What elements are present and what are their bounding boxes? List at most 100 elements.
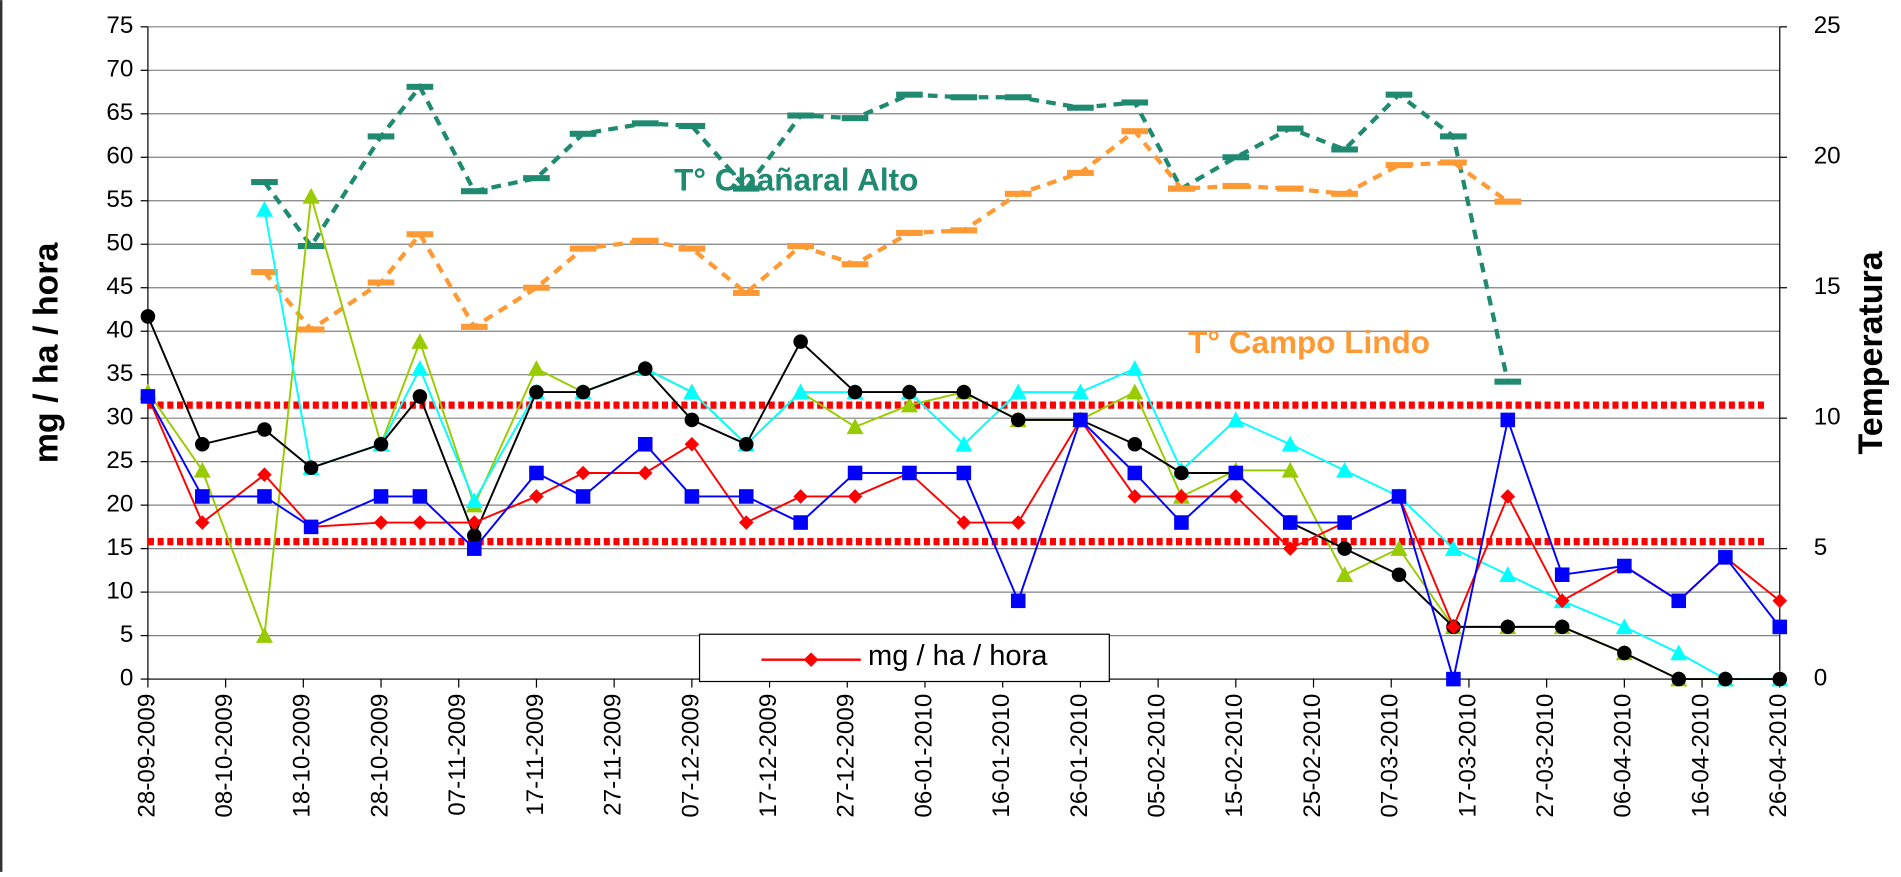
marker bbox=[1126, 383, 1144, 400]
marker bbox=[1772, 619, 1788, 635]
marker bbox=[251, 179, 278, 186]
y2-axis-label: Temperatura bbox=[1852, 250, 1890, 454]
y-tick-label: 55 bbox=[106, 186, 133, 213]
marker bbox=[1670, 644, 1688, 661]
y-tick-label: 70 bbox=[106, 56, 133, 83]
marker bbox=[575, 465, 591, 481]
marker bbox=[255, 627, 273, 643]
marker bbox=[1446, 619, 1461, 635]
marker bbox=[678, 122, 706, 129]
marker bbox=[255, 200, 273, 217]
marker bbox=[1336, 461, 1354, 478]
marker bbox=[297, 326, 325, 333]
marker bbox=[412, 489, 428, 504]
marker bbox=[1127, 465, 1143, 481]
marker bbox=[1718, 671, 1733, 687]
y-tick-label: 10 bbox=[106, 578, 133, 605]
marker bbox=[896, 91, 923, 98]
marker bbox=[195, 436, 210, 452]
marker bbox=[841, 115, 869, 122]
marker bbox=[411, 360, 429, 376]
marker bbox=[251, 269, 278, 276]
marker bbox=[1073, 412, 1088, 428]
legend: mg / ha / hora bbox=[698, 633, 1110, 683]
marker bbox=[529, 465, 544, 481]
marker bbox=[902, 465, 917, 481]
marker bbox=[412, 515, 428, 530]
y-axis-label: mg / ha / hora bbox=[27, 242, 65, 464]
x-tick-label: 15-02-2010 bbox=[1221, 694, 1248, 818]
marker bbox=[902, 384, 917, 400]
marker bbox=[738, 515, 754, 530]
marker bbox=[1281, 461, 1299, 478]
y2-tick-label: 0 bbox=[1814, 664, 1827, 691]
marker bbox=[1282, 515, 1298, 530]
x-tick-label: 06-04-2010 bbox=[1610, 694, 1637, 818]
y-tick-label: 45 bbox=[106, 273, 133, 300]
x-tick-label: 28-09-2009 bbox=[133, 694, 160, 818]
marker bbox=[956, 465, 972, 481]
marker bbox=[793, 515, 808, 530]
marker bbox=[1331, 190, 1358, 197]
marker bbox=[1331, 146, 1358, 153]
marker bbox=[631, 120, 659, 127]
marker bbox=[1671, 593, 1687, 609]
x-tick-label: 18-10-2009 bbox=[289, 694, 316, 818]
marker bbox=[523, 284, 550, 291]
marker bbox=[900, 396, 918, 413]
marker bbox=[373, 489, 389, 504]
marker bbox=[1227, 411, 1245, 428]
y-tick-label: 35 bbox=[106, 360, 133, 387]
marker bbox=[684, 436, 700, 452]
marker bbox=[792, 383, 810, 400]
marker bbox=[793, 334, 808, 349]
marker bbox=[1336, 566, 1354, 582]
marker bbox=[847, 489, 863, 504]
marker bbox=[787, 242, 814, 250]
x-tick-label: 27-03-2010 bbox=[1532, 694, 1559, 818]
marker bbox=[1121, 128, 1149, 135]
y-tick-label: 15 bbox=[106, 534, 133, 561]
marker bbox=[1276, 185, 1304, 192]
x-tick-label: 17-11-2009 bbox=[522, 694, 549, 816]
series-annotation: T° Chañaral Alto bbox=[674, 161, 918, 197]
marker bbox=[1615, 618, 1633, 635]
marker bbox=[257, 489, 272, 504]
marker bbox=[1121, 99, 1149, 106]
marker bbox=[1004, 94, 1032, 101]
marker bbox=[411, 333, 429, 349]
marker bbox=[1446, 671, 1461, 687]
x-tick-label: 07-12-2009 bbox=[677, 694, 704, 818]
y-tick-label: 50 bbox=[106, 230, 133, 257]
x-tick-label: 27-12-2009 bbox=[833, 694, 860, 818]
marker bbox=[303, 460, 319, 476]
marker bbox=[1391, 489, 1407, 504]
marker bbox=[1617, 558, 1632, 574]
marker bbox=[302, 187, 320, 204]
x-tick-label: 26-04-2010 bbox=[1765, 694, 1792, 818]
marker bbox=[956, 384, 972, 400]
x-tick-label: 26-01-2010 bbox=[1066, 694, 1093, 818]
marker bbox=[846, 418, 864, 435]
marker bbox=[467, 541, 482, 556]
marker bbox=[1500, 619, 1516, 635]
marker bbox=[460, 323, 488, 330]
y-tick-label: 75 bbox=[106, 12, 133, 39]
marker bbox=[303, 519, 319, 535]
marker bbox=[637, 465, 653, 481]
marker bbox=[569, 245, 597, 252]
series-annotation: T° Campo Lindo bbox=[1188, 324, 1430, 360]
y2-tick-label: 25 bbox=[1814, 12, 1841, 39]
marker bbox=[575, 384, 591, 400]
marker bbox=[631, 237, 659, 244]
marker bbox=[406, 231, 434, 238]
marker bbox=[140, 309, 156, 324]
marker bbox=[1067, 169, 1094, 176]
marker bbox=[373, 515, 389, 530]
marker bbox=[738, 489, 754, 504]
y-tick-label: 25 bbox=[106, 447, 133, 474]
marker bbox=[1385, 162, 1413, 169]
legend-box bbox=[698, 633, 1110, 683]
marker bbox=[406, 83, 434, 90]
marker bbox=[1281, 435, 1299, 452]
